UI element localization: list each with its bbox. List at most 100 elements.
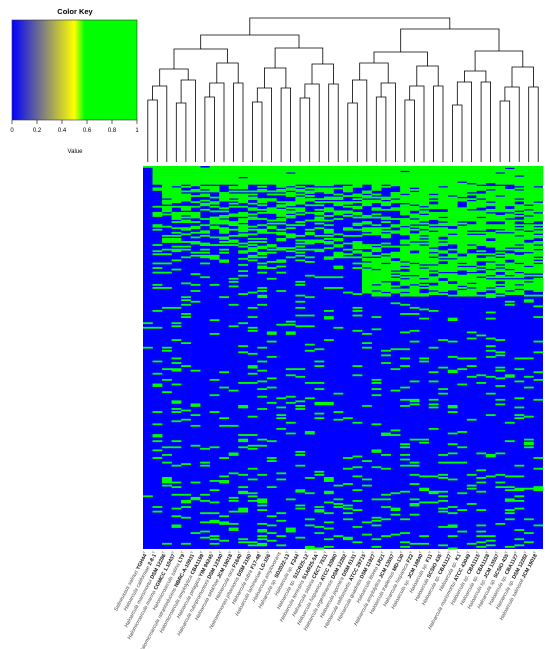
heatmap-cell [304, 492, 315, 495]
heatmap-cell [209, 411, 220, 413]
heatmap-cell [323, 401, 334, 404]
dendrogram-branch [180, 79, 196, 162]
heatmap-cell [457, 173, 468, 176]
heatmap-cell [485, 227, 496, 230]
heatmap-cell [190, 166, 201, 168]
heatmap-cell [333, 239, 344, 242]
heatmap-cell [409, 233, 420, 236]
heatmap-cell [257, 208, 268, 211]
heatmap-cell [266, 355, 277, 358]
heatmap-cell [285, 323, 296, 326]
heatmap-cell [428, 346, 439, 349]
heatmap-cell [428, 257, 439, 260]
heatmap-cell [390, 533, 401, 536]
heatmap-cell [266, 460, 277, 462]
heatmap-cell [238, 185, 249, 188]
heatmap-cell [457, 241, 468, 243]
heatmap-cell [438, 199, 449, 202]
heatmap-cell [523, 216, 534, 219]
heatmap-cell [438, 175, 449, 178]
heatmap-cell [514, 464, 525, 467]
heatmap-cell [266, 377, 277, 380]
heatmap-cell [247, 329, 258, 332]
heatmap-cell [314, 348, 325, 351]
heatmap-cell [447, 288, 458, 291]
heatmap-cell [495, 201, 506, 204]
heatmap-cell [419, 294, 430, 297]
heatmap-cell [200, 167, 210, 170]
heatmap-cell [247, 254, 258, 257]
heatmap-cell [514, 192, 525, 194]
heatmap-cell [447, 369, 458, 372]
heatmap-cell [314, 166, 325, 168]
column-label-type-strain: T [304, 550, 309, 555]
heatmap-cell [285, 368, 296, 371]
heatmap-cell [257, 271, 268, 274]
heatmap-cell [209, 205, 220, 208]
heatmap-cell [438, 181, 449, 184]
heatmap-cell [200, 182, 210, 185]
heatmap-cell [390, 256, 401, 259]
heatmap-cell [228, 325, 239, 328]
heatmap-cell [181, 542, 191, 545]
heatmap-cell [238, 221, 249, 223]
heatmap-cell [162, 477, 172, 479]
heatmap-cell [190, 231, 201, 234]
heatmap-cell [485, 283, 496, 286]
heatmap-cell [400, 181, 410, 184]
heatmap-cell [390, 208, 401, 211]
heatmap-cell [400, 182, 410, 185]
dendrogram-branch [204, 96, 215, 162]
heatmap-cell [390, 178, 401, 181]
heatmap-cell [466, 484, 477, 487]
heatmap-cell [409, 253, 420, 256]
heatmap-cell [352, 234, 363, 237]
heatmap-cell [457, 251, 468, 254]
heatmap-cell [447, 524, 458, 527]
heatmap-cell [419, 271, 430, 274]
heatmap-cell [438, 490, 449, 493]
heatmap-cell [381, 270, 391, 273]
heatmap-cell [190, 182, 201, 185]
heatmap-cell [228, 510, 239, 513]
heatmap-cell [295, 245, 306, 248]
heatmap-cell [533, 290, 544, 292]
heatmap-cell [400, 454, 410, 456]
heatmap-cell [333, 267, 344, 269]
heatmap-cell [238, 274, 249, 277]
heatmap-cell [400, 279, 410, 282]
heatmap-cell [381, 169, 391, 171]
heatmap-cell [485, 231, 496, 234]
heatmap-cell [533, 170, 544, 173]
heatmap-cell [476, 175, 487, 178]
heatmap-cell [285, 201, 296, 204]
heatmap-cell [323, 339, 334, 341]
heatmap-cell [533, 378, 544, 381]
heatmap-cell [381, 185, 391, 188]
heatmap-cell [381, 167, 391, 170]
heatmap-cell [152, 287, 163, 289]
heatmap-cell [285, 202, 296, 205]
heatmap-cell [257, 228, 268, 231]
heatmap-cell [533, 199, 544, 202]
heatmap-cell [466, 176, 477, 179]
heatmap-cell [295, 208, 306, 211]
heatmap-cell [266, 182, 277, 185]
heatmap-cell [143, 166, 153, 168]
heatmap-cell [228, 179, 239, 182]
heatmap-cell [200, 169, 210, 171]
heatmap-cell [162, 480, 172, 482]
heatmap-cell [409, 264, 420, 266]
heatmap-cell [257, 173, 268, 176]
heatmap-cell [362, 172, 372, 174]
heatmap-cell [247, 181, 258, 184]
heatmap-cell [485, 279, 496, 282]
heatmap-cell [504, 210, 515, 213]
heatmap-cell [400, 294, 410, 297]
heatmap-cell [238, 507, 249, 510]
heatmap-cell [304, 296, 315, 299]
heatmap-cell [533, 230, 544, 233]
heatmap-cell [447, 277, 458, 280]
heatmap-cell [485, 414, 496, 417]
